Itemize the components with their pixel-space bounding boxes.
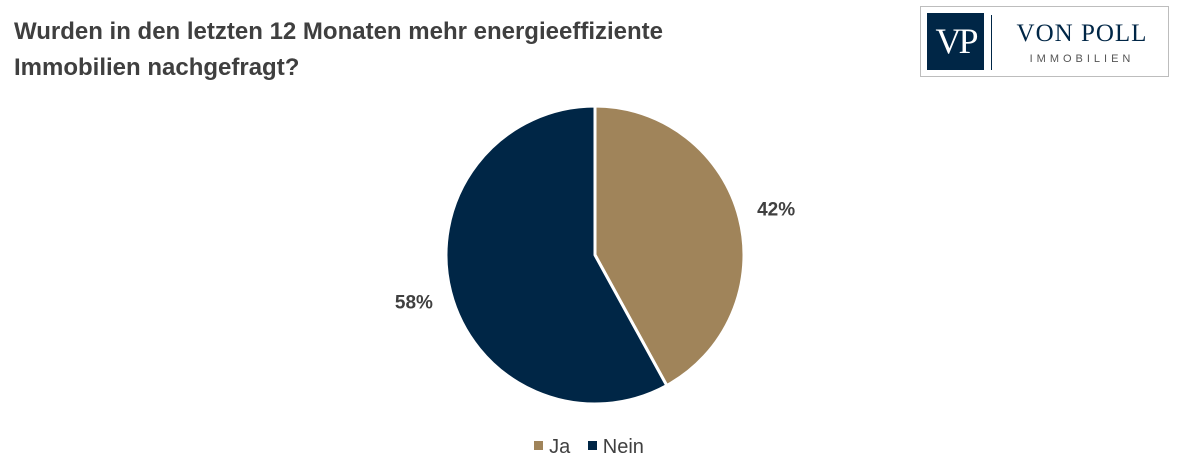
legend-label-ja: Ja [549,436,571,458]
logo-divider [991,15,992,70]
pie-data-labels: 42% 58% [395,200,795,314]
legend-swatch-ja [534,441,544,450]
chart-title: Wurden in den letzten 12 Monaten mehr en… [14,14,874,86]
legend-label-nein: Nein [602,436,644,458]
chart-title-line-2: Immobilien nachgefragt? [14,54,300,81]
legend-item-ja: Ja [534,434,570,460]
chart-legend: Ja Nein [0,434,1178,460]
data-label-ja: 42% [757,200,795,221]
data-label-nein: 58% [395,293,433,314]
von-poll-logo: VP VON POLL IMMOBILIEN [920,6,1169,77]
logo-company-subtitle: IMMOBILIEN [1029,53,1135,65]
legend-swatch-nein [587,441,597,450]
logo-company-name: VON POLL [1016,20,1148,47]
legend-item-nein: Nein [587,434,644,460]
pie-slice-ja [593,104,746,388]
chart-title-line-1: Wurden in den letzten 12 Monaten mehr en… [14,18,663,45]
pie-slice-nein [444,104,669,406]
pie-slices [444,104,746,406]
logo-monogram: VP [927,13,984,70]
